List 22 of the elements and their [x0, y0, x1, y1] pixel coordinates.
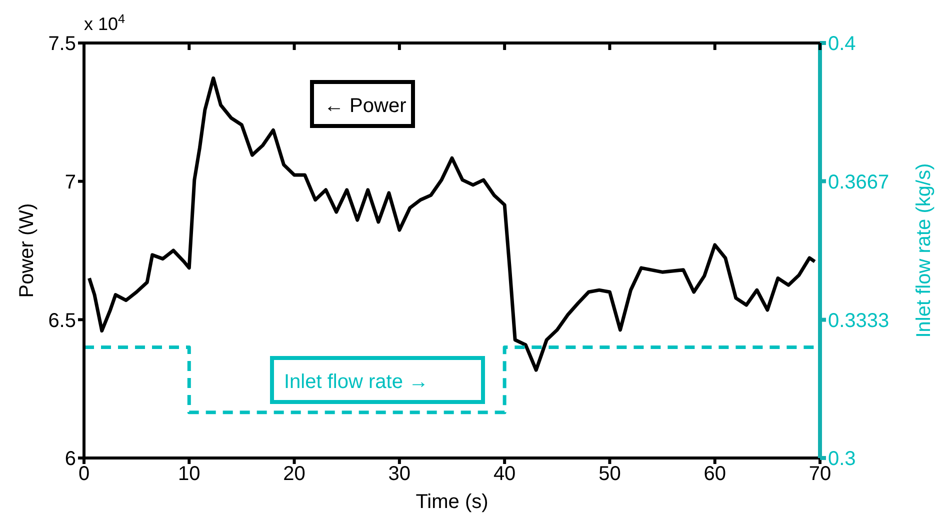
y2-tick-label: 0.3333: [828, 310, 890, 332]
y-axis-title: Power (W): [16, 203, 38, 298]
text: x 10$^{4}$: [84, 12, 126, 34]
x-tick-label: 10: [178, 463, 200, 486]
y-tick-label: 7.5: [48, 33, 76, 56]
line-series: [88, 76, 816, 372]
x-tick-label: 60: [704, 463, 726, 486]
y-tick-label: 6.5: [48, 310, 76, 332]
y-tick-label: 6: [64, 448, 76, 470]
x-tick-label: 50: [598, 463, 621, 486]
x-tick-label: 0: [78, 463, 90, 486]
y2-tick-label: 0.4: [828, 33, 856, 56]
series-label: Inlet flow rate →: [284, 371, 429, 393]
x-axis-title: Time (s): [416, 491, 488, 513]
text: ← Power: [324, 95, 407, 117]
x-tick-label: 70: [808, 463, 832, 486]
y2-tick-label: 0.3667: [828, 171, 890, 194]
x-tick-label: 20: [283, 463, 306, 486]
y-tick-label: 7: [64, 171, 76, 194]
y2-axis-title: Inlet flow rate (kg/s): [913, 163, 936, 338]
x-tick-label: 40: [493, 463, 516, 486]
x-tick-label: 30: [388, 463, 411, 486]
